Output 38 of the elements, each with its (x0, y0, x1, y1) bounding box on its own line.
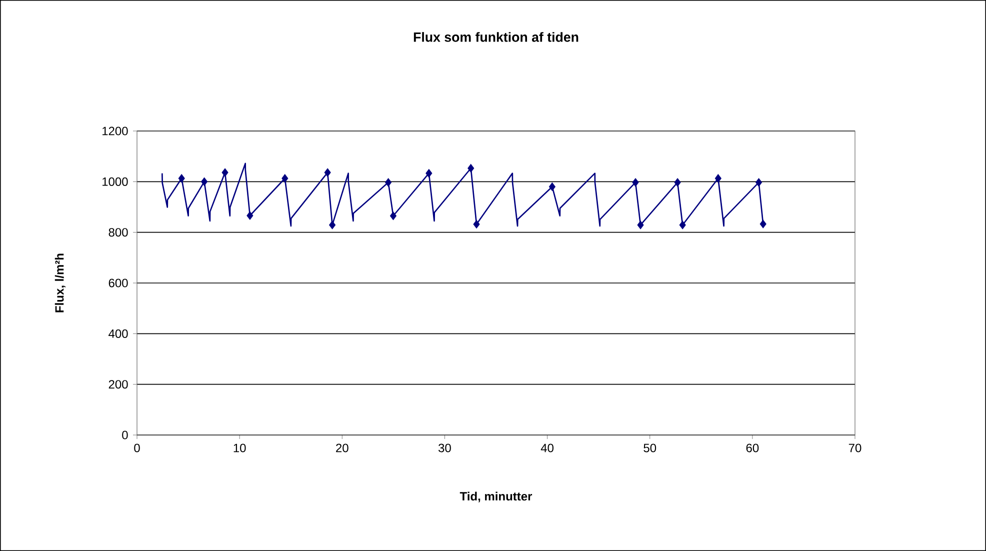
point (324, 168, 331, 177)
point (246, 211, 254, 220)
point (390, 212, 396, 220)
y-tick-label: 1200 (102, 126, 128, 136)
point (760, 220, 766, 228)
point (548, 182, 556, 192)
y-tick-label: 800 (108, 228, 128, 237)
point (714, 174, 722, 183)
point (426, 169, 432, 178)
x-tick-label: 40 (540, 444, 554, 452)
y-tick-label: 1000 (102, 177, 128, 186)
y-tick-label: 400 (108, 329, 128, 338)
point (473, 220, 480, 228)
y-tick-label: 0 (122, 430, 128, 440)
point (329, 220, 336, 230)
point (632, 178, 639, 187)
chart-title: Flux som funktion af tiden (414, 32, 578, 42)
point (385, 178, 392, 187)
x-tick-label: 70 (848, 444, 862, 452)
x-axis-title: Tid, minutter (460, 492, 532, 502)
y-tick-label: 600 (108, 278, 128, 288)
x-tick-label: 60 (746, 444, 759, 452)
point (468, 164, 474, 173)
x-tick-label: 0 (134, 444, 140, 452)
point (222, 168, 228, 177)
y-axis-title: Flux, l/m²h (54, 254, 66, 312)
point (282, 174, 288, 183)
point (679, 220, 686, 230)
point (674, 178, 681, 187)
y-tick-label: 200 (108, 380, 128, 389)
x-tick-label: 20 (336, 444, 348, 452)
point (178, 174, 185, 183)
x-tick-label: 30 (438, 444, 451, 452)
x-tick-label: 50 (644, 444, 656, 452)
point (637, 220, 644, 230)
point (201, 177, 208, 186)
point (756, 178, 762, 187)
x-tick-label: 10 (234, 444, 246, 452)
